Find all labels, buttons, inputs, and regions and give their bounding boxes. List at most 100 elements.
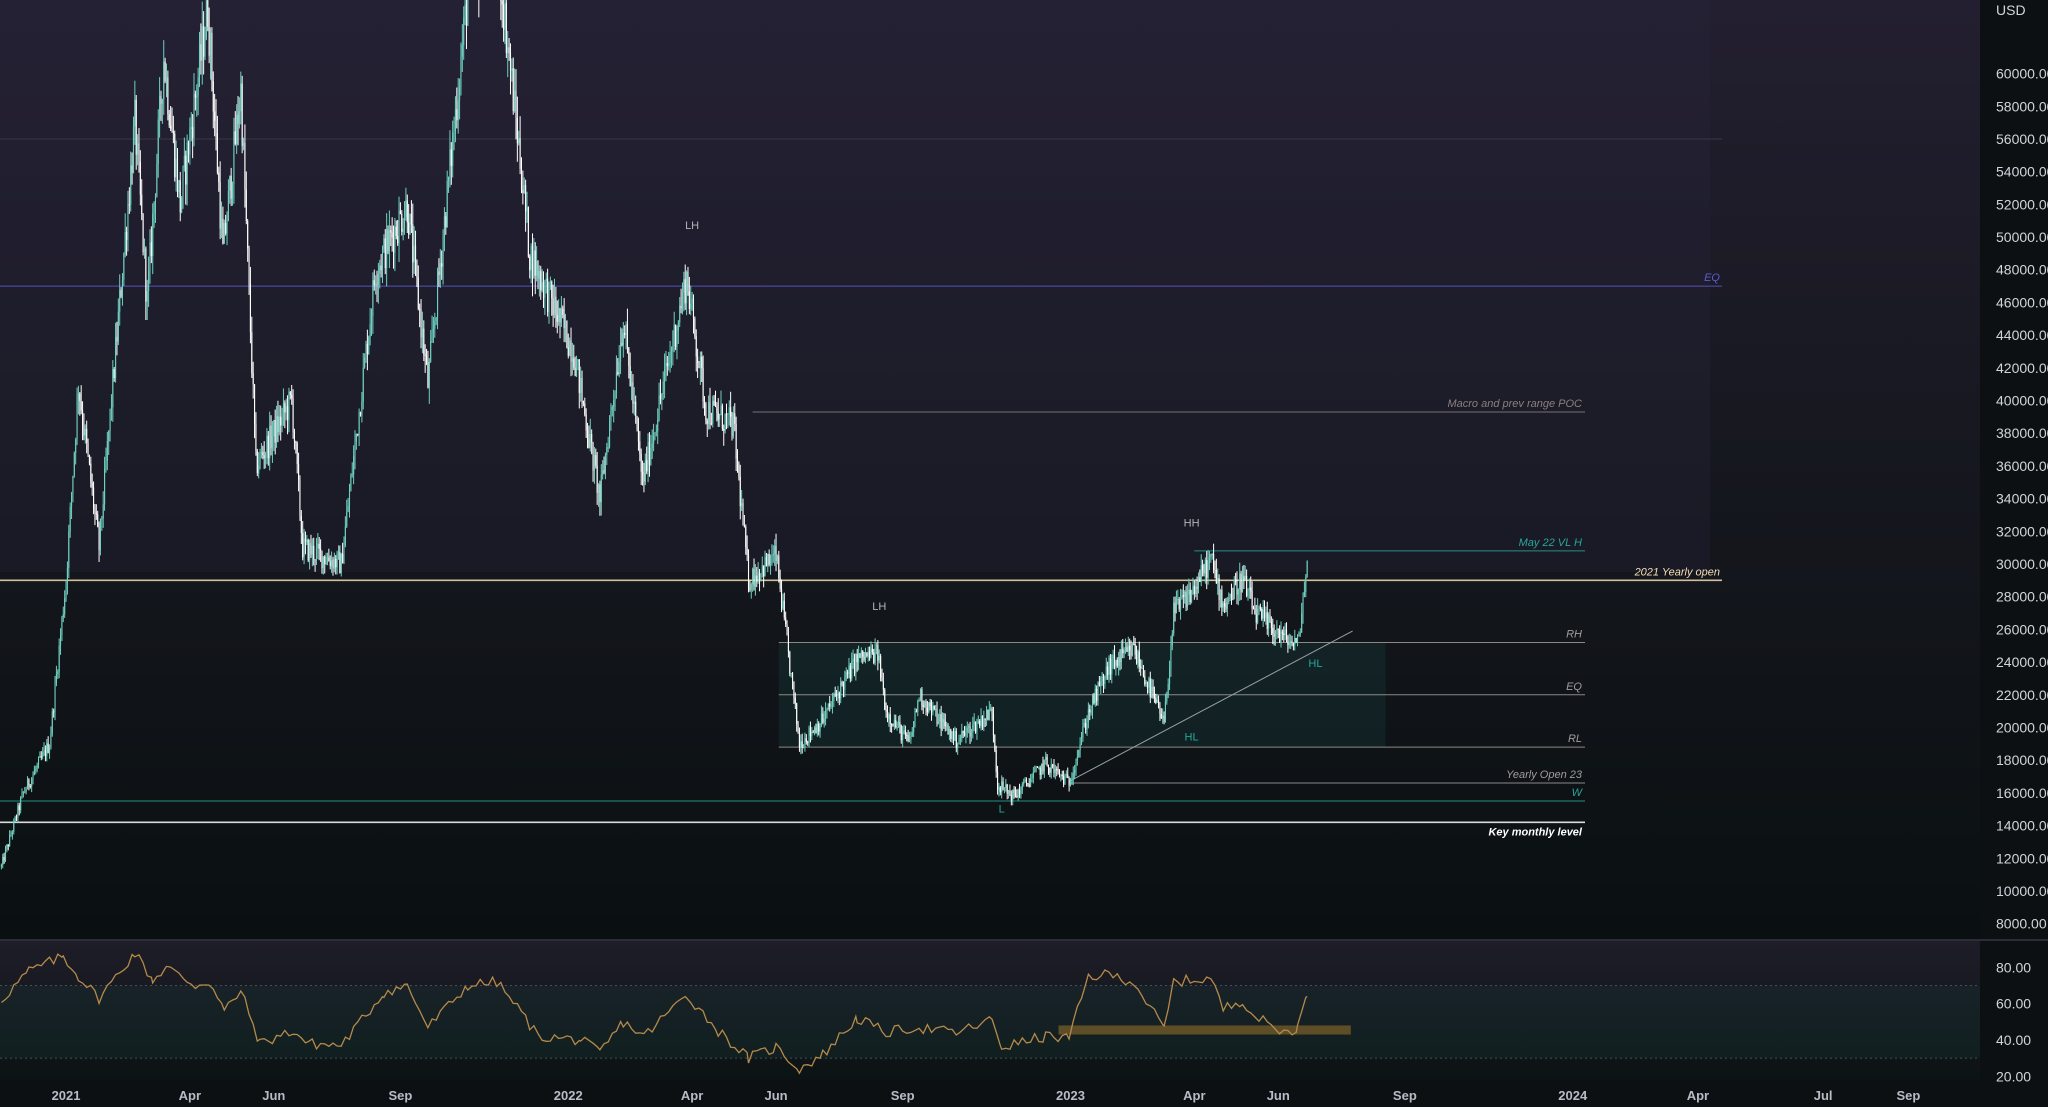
candle-body	[525, 185, 527, 212]
candle-body	[1016, 795, 1018, 798]
candle-body	[595, 455, 597, 466]
candle-body	[1254, 608, 1256, 615]
price-tick-label: 60000.00	[1996, 66, 2048, 82]
candle-body	[101, 518, 103, 520]
candle-body	[800, 741, 802, 748]
candle-body	[1276, 628, 1278, 635]
candle-body	[878, 655, 880, 661]
price-tick-label: 10000.00	[1996, 883, 2048, 899]
candle-body	[874, 648, 876, 663]
candle-body	[622, 333, 624, 346]
candle-body	[1251, 591, 1253, 609]
level-label: 2021 Yearly open	[1634, 566, 1720, 578]
candle-body	[966, 727, 968, 732]
candle-body	[119, 290, 121, 312]
candle-body	[1152, 686, 1154, 691]
candle-body	[797, 723, 799, 733]
candle-body	[1005, 784, 1007, 788]
candle-body	[1111, 659, 1113, 675]
candle-body	[55, 673, 57, 684]
candle-body	[190, 127, 192, 129]
candle-body	[435, 317, 437, 322]
candle-body	[673, 324, 675, 347]
candle-body	[194, 94, 196, 98]
candle-body	[1213, 553, 1215, 570]
candle-body	[991, 708, 993, 715]
candle-body	[223, 222, 225, 244]
candle-body	[1180, 598, 1182, 610]
candle-body	[1162, 715, 1164, 719]
candle-body	[921, 689, 923, 706]
candle-body	[263, 455, 265, 459]
candle-body	[273, 420, 275, 437]
price-tick-label: 32000.00	[1996, 523, 2048, 539]
candle-body	[891, 723, 893, 726]
candle-body	[505, 3, 507, 54]
candle-body	[969, 726, 971, 737]
candle-body	[504, 3, 506, 30]
price-tick-label: 36000.00	[1996, 458, 2048, 474]
candle-body	[975, 721, 977, 732]
candle-body	[446, 180, 448, 228]
candle-body	[922, 705, 924, 707]
candle-body	[220, 218, 223, 229]
candle-body	[317, 543, 319, 549]
candle-body	[1123, 650, 1125, 654]
candle-body	[1248, 587, 1250, 590]
candle-body	[1041, 763, 1043, 776]
candle-body	[1306, 561, 1308, 578]
candle-body	[724, 413, 726, 431]
candle-body	[1043, 760, 1045, 772]
candle-body	[581, 378, 583, 401]
candle-body	[910, 736, 912, 739]
level-label: Macro and prev range POC	[1447, 398, 1582, 410]
candle-body	[425, 356, 428, 362]
candle-body	[814, 727, 816, 733]
level-label: EQ	[1704, 272, 1720, 284]
candle-body	[519, 138, 521, 169]
candle-body	[1024, 779, 1026, 782]
price-tick-label: 52000.00	[1996, 196, 2048, 212]
candle-body	[109, 409, 111, 432]
candle-body	[219, 182, 221, 229]
candle-body	[1072, 773, 1074, 779]
candle-body	[655, 431, 657, 433]
candle-body	[1298, 634, 1300, 636]
candle-body	[582, 400, 584, 404]
candle-body	[904, 729, 906, 736]
candle-body	[659, 395, 662, 399]
candle-body	[599, 484, 601, 503]
candle-body	[703, 401, 706, 404]
candle-body	[291, 394, 293, 398]
candle-body	[792, 673, 794, 682]
candle-body	[87, 442, 89, 456]
candle-body	[1133, 643, 1135, 645]
candle-body	[603, 470, 605, 473]
candle-body	[1094, 688, 1096, 704]
time-axis[interactable]: 2021 Apr Jun Sep 2022 Apr Jun Sep 2023 Apr Jun Sep 2…	[52, 1088, 1921, 1103]
candle-body	[730, 407, 732, 417]
candle-body	[1108, 657, 1110, 676]
candle-body	[211, 32, 213, 81]
candle-body	[423, 328, 425, 355]
candle-body	[640, 453, 642, 472]
candle-body	[542, 282, 545, 298]
candle-body	[745, 526, 747, 548]
candle-body	[157, 119, 159, 164]
price-axis[interactable]: 8000.00 10000.00 12000.00 14000.00 16000.00 1…	[1996, 66, 2048, 932]
candle-body	[271, 436, 273, 449]
candle-body	[515, 90, 517, 118]
candle-body	[244, 142, 246, 190]
candle-body	[1096, 688, 1098, 702]
candle-body	[1193, 585, 1195, 594]
candle-body	[90, 463, 92, 483]
candle-body	[1229, 593, 1231, 598]
candle-body	[95, 512, 97, 515]
candle-body	[314, 559, 316, 561]
candle-body	[1270, 621, 1272, 629]
candle-body	[555, 296, 557, 315]
candle-body	[615, 372, 617, 393]
candle-body	[172, 131, 174, 134]
price-tick-label: 40000.00	[1996, 393, 2048, 409]
